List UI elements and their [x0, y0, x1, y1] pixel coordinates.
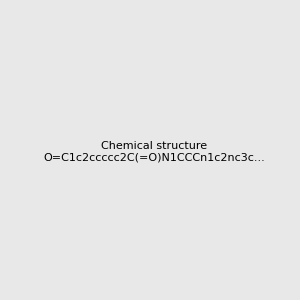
Text: Chemical structure
O=C1c2ccccc2C(=O)N1CCCn1c2nc3c...: Chemical structure O=C1c2ccccc2C(=O)N1CC…	[43, 141, 265, 162]
